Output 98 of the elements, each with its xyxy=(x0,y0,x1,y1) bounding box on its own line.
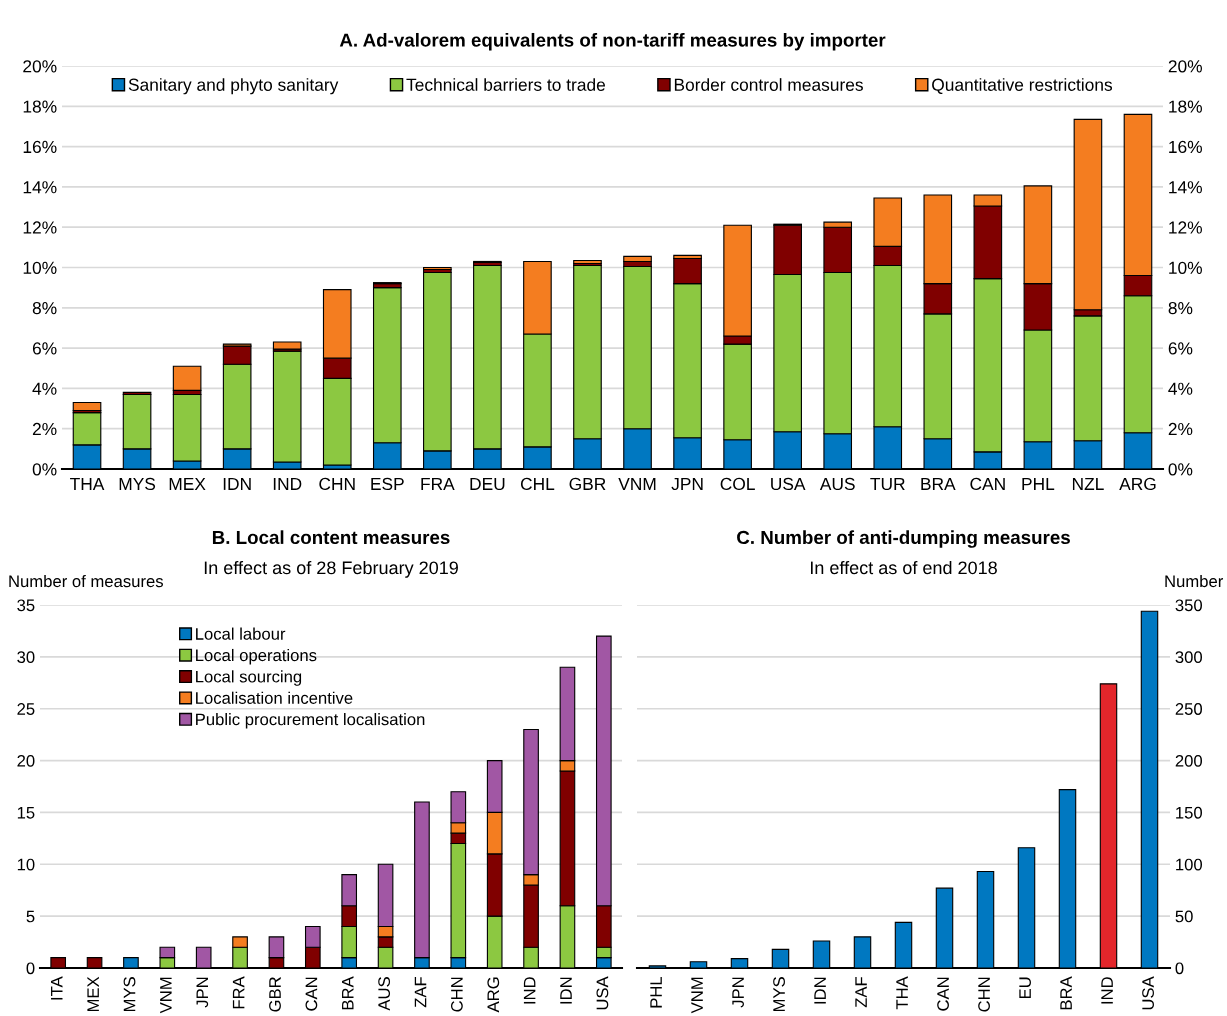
x-tick-label: DEU xyxy=(470,477,505,491)
y-tick-label: 10% xyxy=(23,261,57,274)
chart-title: A. Ad-valorem equivalents of non-tariff measures by importer xyxy=(339,32,886,51)
x-tick-label: IND xyxy=(523,977,536,1004)
y-axis-title: Number of measures xyxy=(9,574,163,588)
x-tick-label: THA xyxy=(70,477,105,490)
x-tick-label: CAN xyxy=(305,977,318,1011)
legend-label: Public procurement localisation xyxy=(196,713,425,729)
x-tick-label: THA xyxy=(896,976,908,1010)
x-tick-label: VNM xyxy=(618,477,656,490)
x-tick-label: VNM xyxy=(160,977,172,1014)
x-tick-label: GBR xyxy=(569,477,606,491)
legend-label: Localisation incentive xyxy=(196,691,353,704)
x-tick-label: MYS xyxy=(119,477,156,491)
x-tick-label: PHL xyxy=(650,976,662,1008)
y-tick-label: 10 xyxy=(17,858,35,871)
x-tick-label: IND xyxy=(273,477,302,490)
x-tick-label: BRA xyxy=(921,477,956,490)
legend-label: Border control measures xyxy=(674,78,863,91)
y-tick-label: 0% xyxy=(32,463,57,476)
x-tick-label: JPN xyxy=(671,477,703,491)
y-tick-label: 16% xyxy=(23,140,57,154)
chart-subtitle: In effect as of 28 February 2019 xyxy=(204,560,458,578)
y-tick-label: 50 xyxy=(1175,910,1193,923)
x-tick-label: USA xyxy=(771,477,806,491)
x-tick-label: CAN xyxy=(970,477,1005,491)
x-tick-label: EU xyxy=(1019,977,1031,999)
x-tick-label: FRA xyxy=(232,976,245,1009)
x-tick-label: CAN xyxy=(937,977,949,1011)
y-tick-label: 18% xyxy=(23,100,57,113)
y-axis-title: Number xyxy=(1165,574,1224,588)
x-tick-label: ESP xyxy=(371,477,404,491)
x-tick-label: CHN xyxy=(978,977,990,1012)
legend-label: Sanitary and phyto sanitary xyxy=(128,78,339,95)
y-tick-label: 6% xyxy=(32,342,57,355)
y-tick-label: 8% xyxy=(32,301,57,315)
legend-label: Local operations xyxy=(196,648,317,665)
bar xyxy=(72,401,102,412)
x-tick-label: ARG xyxy=(1119,477,1156,491)
x-tick-label: ARG xyxy=(487,977,500,1013)
y-tick-label: 20% xyxy=(23,60,57,73)
y-tick-label: 350 xyxy=(1175,599,1203,612)
legend-label: Quantitative restrictions xyxy=(932,78,1113,95)
x-tick-label: BRA xyxy=(342,976,354,1010)
chart-title: C. Number of anti-dumping measures xyxy=(737,530,1070,548)
y-tick-label: 100 xyxy=(1176,858,1203,871)
bar xyxy=(623,255,652,263)
x-tick-label: IDN xyxy=(560,977,572,1004)
x-tick-label: ZAF xyxy=(855,977,867,1008)
x-tick-label: MEX xyxy=(169,477,206,490)
y-tick-label: 14% xyxy=(23,181,57,194)
x-tick-label: BRA xyxy=(1060,976,1072,1010)
x-tick-label: MEX xyxy=(87,976,99,1012)
x-tick-label: IDN xyxy=(223,477,251,490)
x-tick-label: CHL xyxy=(520,477,555,491)
x-tick-label: TUR xyxy=(870,477,905,491)
x-tick-label: ZAF xyxy=(414,977,427,1008)
y-tick-label: 4% xyxy=(32,382,57,395)
x-tick-label: IDN xyxy=(814,977,826,1004)
bar xyxy=(272,341,302,350)
legend-label: Technical barriers to trade xyxy=(406,78,606,91)
y-tick-label: 15 xyxy=(17,807,35,819)
chart-title: B. Local content measures xyxy=(212,530,450,545)
y-tick-label: 35 xyxy=(17,599,35,612)
y-tick-label: 2% xyxy=(32,422,57,436)
x-tick-label: NZL xyxy=(1072,477,1104,490)
y-tick-label: 0 xyxy=(26,962,35,975)
x-tick-label: FRA xyxy=(421,477,455,490)
x-tick-label: JPN xyxy=(196,977,209,1008)
x-tick-label: ITA xyxy=(51,976,63,1000)
y-tick-label: 12% xyxy=(23,221,57,234)
x-tick-label: AUS xyxy=(819,477,855,491)
legend-label: Local sourcing xyxy=(196,670,302,686)
x-tick-label: PHL xyxy=(1022,477,1055,490)
x-tick-label: JPN xyxy=(732,977,744,1008)
y-tick-label: 0 xyxy=(1175,962,1184,975)
y-tick-label: 25 xyxy=(17,703,35,715)
x-tick-label: MYS xyxy=(773,977,785,1012)
y-tick-label: 150 xyxy=(1176,806,1203,819)
y-tick-label: 5 xyxy=(26,910,35,923)
x-tick-label: USA xyxy=(596,976,609,1010)
x-tick-label: AUS xyxy=(378,977,391,1011)
x-tick-label: MYS xyxy=(123,977,136,1012)
y-tick-label: 20 xyxy=(17,754,35,767)
x-tick-label: USA xyxy=(1142,976,1154,1010)
x-tick-label: GBR xyxy=(269,977,281,1012)
x-tick-label: CHN xyxy=(450,977,463,1012)
y-tick-label: 300 xyxy=(1175,651,1203,664)
x-tick-label: IND xyxy=(1101,977,1113,1004)
y-tick-label: 200 xyxy=(1175,754,1203,767)
x-tick-label: COL xyxy=(720,477,755,491)
chart-subtitle: In effect as of end 2018 xyxy=(810,560,997,575)
x-tick-label: CHN xyxy=(319,477,355,491)
y-tick-label: 250 xyxy=(1175,703,1203,715)
bar xyxy=(172,365,202,391)
y-tick-label: 30 xyxy=(17,651,35,664)
x-tick-label: VNM xyxy=(691,977,703,1014)
legend-label: Local labour xyxy=(196,627,286,640)
